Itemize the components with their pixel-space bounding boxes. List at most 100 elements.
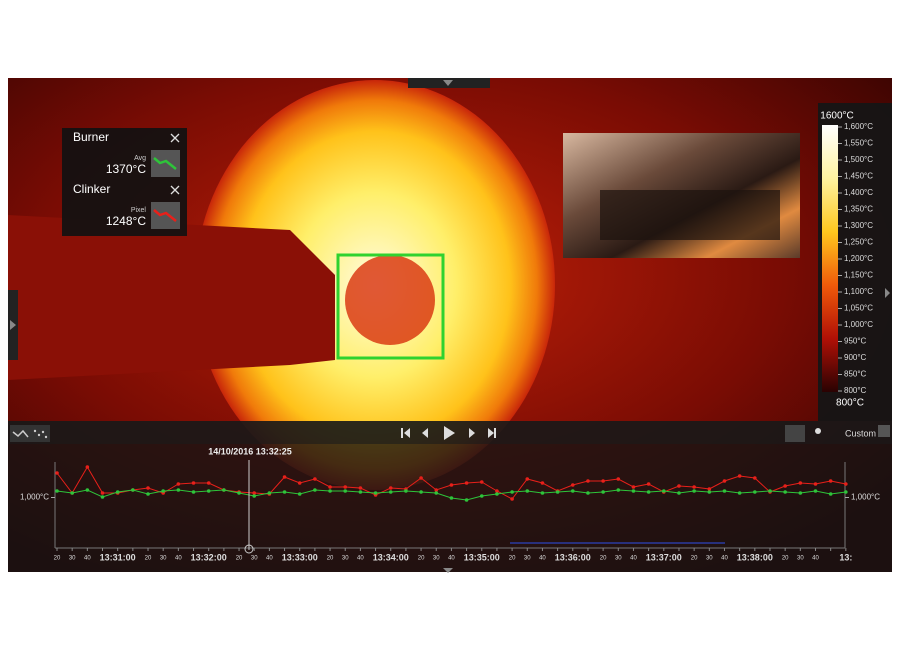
trend-point xyxy=(252,491,257,495)
chart-mode-buttons[interactable] xyxy=(10,425,50,442)
trend-point xyxy=(646,490,651,494)
trend-point xyxy=(343,489,348,493)
pin-button[interactable] xyxy=(878,425,890,437)
close-button[interactable] xyxy=(170,133,180,143)
x-tick-label: 40 xyxy=(448,556,455,562)
x-tick-label: 13:36:00 xyxy=(555,552,591,562)
trend-point xyxy=(707,487,712,491)
trend-point xyxy=(798,481,803,485)
trend-thumbnail[interactable] xyxy=(151,150,180,177)
trend-point xyxy=(176,482,181,486)
trend-point xyxy=(722,479,727,483)
trend-point xyxy=(115,490,120,494)
trend-point xyxy=(419,476,423,480)
trend-point xyxy=(540,481,545,485)
bottom-arrow xyxy=(443,568,453,573)
x-tick-label: 20 xyxy=(418,556,425,562)
timeline-panel xyxy=(8,421,892,572)
colorbar-min: 800°C xyxy=(836,398,864,409)
preset-label[interactable]: Custom xyxy=(845,428,876,438)
trend-point xyxy=(586,491,590,495)
trend-point xyxy=(55,471,59,475)
trend-point xyxy=(631,489,636,493)
trend-point xyxy=(100,495,105,499)
trend-point xyxy=(495,489,499,493)
x-tick-label: 13:33:00 xyxy=(282,552,318,562)
trend-point xyxy=(343,485,348,489)
measurement-kind: Pixel xyxy=(131,207,147,214)
trend-point xyxy=(525,489,530,493)
camera-detail xyxy=(600,190,780,240)
x-tick-label: 20 xyxy=(54,556,61,562)
close-button[interactable] xyxy=(170,185,180,195)
cursor-timestamp: 14/10/2016 13:32:25 xyxy=(208,446,292,456)
x-tick-label: 13:34:00 xyxy=(373,552,409,562)
colorbar-tick-label: 1,250°C xyxy=(844,238,873,247)
roi-box[interactable] xyxy=(336,253,445,360)
y-tick-label: 1,000°C xyxy=(20,493,49,502)
cursor-handle[interactable] xyxy=(244,544,254,554)
trend-point xyxy=(692,485,696,489)
x-tick-label: 20 xyxy=(691,556,698,562)
trend-point xyxy=(555,490,560,494)
colorbar-tick-label: 1,600°C xyxy=(844,122,873,131)
trend-point xyxy=(404,489,408,493)
burner-lance xyxy=(8,215,335,380)
trend-point xyxy=(783,484,787,488)
trend-point xyxy=(464,481,469,485)
trend-point xyxy=(176,488,181,492)
colorbar-tick-label: 800°C xyxy=(844,386,867,395)
tab-arrow xyxy=(443,80,453,86)
trend-point xyxy=(191,481,196,485)
measurement-label: Clinker xyxy=(73,182,110,196)
colorbar-tick-label: 1,350°C xyxy=(844,205,873,214)
x-tick-label: 13:35:00 xyxy=(464,552,500,562)
link-button[interactable] xyxy=(785,425,805,442)
trend-point xyxy=(267,491,272,495)
x-tick-label: 30 xyxy=(251,556,258,562)
trend-point xyxy=(692,489,696,493)
line-mode-icon[interactable] xyxy=(12,429,29,438)
x-tick-label: 40 xyxy=(84,556,91,562)
trend-point xyxy=(479,480,484,484)
trend-point xyxy=(297,492,302,496)
trend-point xyxy=(434,491,439,495)
trend-point xyxy=(828,479,833,483)
colorbar-tick-label: 900°C xyxy=(844,353,867,362)
trend-point xyxy=(237,491,241,495)
x-tick-label: 13: xyxy=(839,552,852,562)
colorbar-tick-label: 1,200°C xyxy=(844,254,873,263)
x-tick-label: 30 xyxy=(797,556,804,562)
trend-point xyxy=(646,482,651,486)
trend-icon xyxy=(153,209,177,222)
trend-point xyxy=(601,490,605,494)
user-icon[interactable] xyxy=(815,428,821,434)
trend-point xyxy=(206,489,211,493)
x-tick-label: 13:32:00 xyxy=(191,552,227,562)
colorbar-tick-label: 1,550°C xyxy=(844,139,873,148)
playback-controls[interactable] xyxy=(401,426,496,440)
trend-point xyxy=(282,475,287,479)
measurement-kind: Avg xyxy=(134,155,146,162)
x-tick-label: 20 xyxy=(782,556,789,562)
colorbar-max: 1600°C xyxy=(820,111,853,122)
measurement-value: 1370°C xyxy=(106,162,146,176)
trend-point xyxy=(388,486,393,490)
trend-point xyxy=(722,489,727,493)
trend-thumbnail[interactable] xyxy=(151,202,180,229)
trend-point xyxy=(768,489,772,493)
x-tick-label: 20 xyxy=(327,556,334,562)
trend-point xyxy=(844,490,848,494)
trend-icon xyxy=(153,157,177,170)
trend-point xyxy=(55,489,59,493)
trend-point xyxy=(434,488,439,492)
y-tick-label-right: 1,000°C xyxy=(851,493,880,502)
trend-point xyxy=(737,491,742,495)
trend-point xyxy=(813,489,818,493)
measurement-value: 1248°C xyxy=(106,214,146,228)
trend-point xyxy=(222,488,226,492)
trend-point xyxy=(131,488,135,492)
scatter-mode-icon[interactable] xyxy=(33,429,48,439)
x-tick-label: 40 xyxy=(175,556,182,562)
